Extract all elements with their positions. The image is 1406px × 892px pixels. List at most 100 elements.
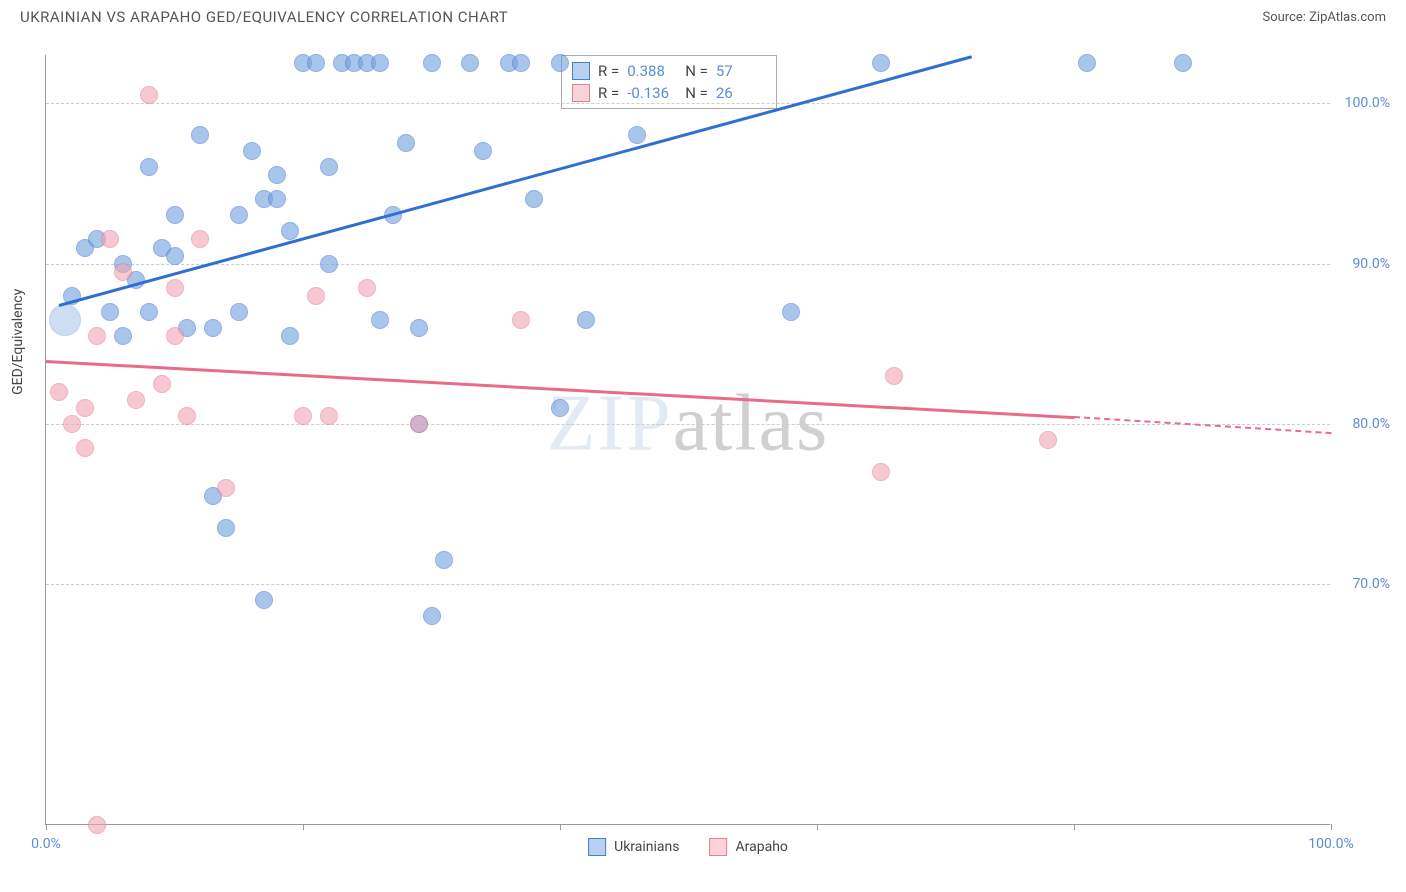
bottom-legend: Ukrainians Arapaho	[588, 838, 788, 856]
scatter-point	[88, 816, 106, 834]
scatter-point	[371, 311, 389, 329]
scatter-point	[307, 287, 325, 305]
scatter-point	[76, 399, 94, 417]
legend-item: Arapaho	[709, 838, 787, 856]
x-tick	[46, 824, 47, 830]
r-label: R =	[598, 62, 619, 80]
scatter-point	[217, 519, 235, 537]
scatter-point	[217, 479, 235, 497]
scatter-point	[88, 327, 106, 345]
stats-row: R = -0.136 N = 26	[572, 82, 766, 104]
scatter-point	[140, 86, 158, 104]
legend-swatch	[709, 838, 727, 856]
n-label: N =	[685, 62, 708, 80]
r-value: 0.388	[627, 62, 677, 80]
scatter-point	[191, 230, 209, 248]
legend-swatch	[588, 838, 606, 856]
n-value: 26	[716, 84, 766, 102]
gridline	[46, 424, 1330, 425]
scatter-point	[397, 134, 415, 152]
scatter-point	[140, 303, 158, 321]
scatter-point	[166, 247, 184, 265]
y-tick-label: 90.0%	[1352, 256, 1390, 272]
scatter-point	[320, 158, 338, 176]
scatter-point	[268, 190, 286, 208]
scatter-point	[76, 439, 94, 457]
x-tick-label: 100.0%	[1308, 836, 1353, 852]
y-tick-label: 70.0%	[1352, 576, 1390, 592]
scatter-point	[1039, 431, 1057, 449]
scatter-point	[268, 166, 286, 184]
x-tick	[1331, 824, 1332, 830]
y-axis-label: GED/Equivalency	[10, 288, 26, 394]
scatter-point	[243, 142, 261, 160]
legend-item: Ukrainians	[588, 838, 679, 856]
r-value: -0.136	[627, 84, 677, 102]
scatter-point	[140, 158, 158, 176]
scatter-point	[166, 206, 184, 224]
n-value: 57	[716, 62, 766, 80]
scatter-point	[281, 222, 299, 240]
gridline	[46, 264, 1330, 265]
scatter-point	[371, 54, 389, 72]
chart-plot-area: GED/Equivalency ZIPatlas R =0.388N =57R …	[45, 55, 1330, 825]
scatter-point	[872, 54, 890, 72]
scatter-point-large	[49, 304, 81, 336]
scatter-point	[101, 230, 119, 248]
scatter-point	[320, 255, 338, 273]
source-label: Source: ZipAtlas.com	[1262, 10, 1386, 25]
x-tick	[1074, 824, 1075, 830]
x-tick	[303, 824, 304, 830]
scatter-point	[166, 327, 184, 345]
scatter-point	[230, 206, 248, 224]
scatter-point	[191, 126, 209, 144]
scatter-point	[551, 54, 569, 72]
scatter-point	[885, 367, 903, 385]
scatter-point	[178, 407, 196, 425]
x-tick	[817, 824, 818, 830]
gridline	[46, 103, 1330, 104]
scatter-point	[230, 303, 248, 321]
y-tick-label: 100.0%	[1345, 95, 1390, 111]
scatter-point	[423, 54, 441, 72]
scatter-point	[628, 126, 646, 144]
scatter-point	[1174, 54, 1192, 72]
scatter-point	[153, 375, 171, 393]
scatter-point	[127, 391, 145, 409]
legend-label: Arapaho	[735, 839, 787, 855]
legend-label: Ukrainians	[614, 839, 679, 855]
scatter-point	[294, 407, 312, 425]
scatter-point	[204, 319, 222, 337]
scatter-point	[474, 142, 492, 160]
scatter-point	[1078, 54, 1096, 72]
trend-line	[58, 55, 971, 307]
scatter-point	[410, 319, 428, 337]
scatter-point	[307, 54, 325, 72]
legend-swatch	[572, 84, 590, 102]
scatter-point	[435, 551, 453, 569]
scatter-point	[577, 311, 595, 329]
scatter-point	[255, 591, 273, 609]
scatter-point	[525, 190, 543, 208]
scatter-point	[872, 463, 890, 481]
chart-title: UKRAINIAN VS ARAPAHO GED/EQUIVALENCY COR…	[20, 8, 508, 26]
stats-row: R = 0.388 N = 57	[572, 60, 766, 82]
scatter-point	[358, 279, 376, 297]
scatter-point	[461, 54, 479, 72]
trend-line	[1074, 416, 1331, 434]
scatter-point	[114, 263, 132, 281]
scatter-point	[512, 54, 530, 72]
scatter-point	[512, 311, 530, 329]
scatter-point	[410, 415, 428, 433]
scatter-point	[281, 327, 299, 345]
stats-legend-box: R = 0.388 N = 57 R = -0.136 N = 26	[561, 55, 777, 109]
n-label: N =	[685, 84, 708, 102]
scatter-point	[50, 383, 68, 401]
gridline	[46, 584, 1330, 585]
scatter-point	[551, 399, 569, 417]
x-tick	[560, 824, 561, 830]
scatter-point	[423, 607, 441, 625]
x-tick-label: 0.0%	[31, 836, 61, 852]
y-tick-label: 80.0%	[1352, 416, 1390, 432]
r-label: R =	[598, 84, 619, 102]
